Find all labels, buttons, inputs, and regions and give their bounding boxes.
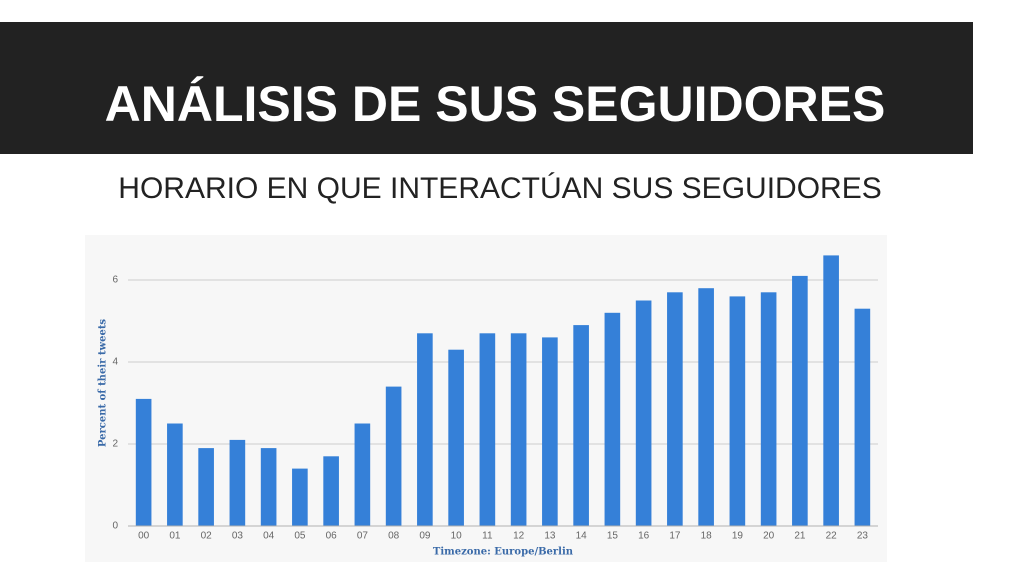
x-tick-label: 15	[607, 531, 619, 542]
y-tick-label: 4	[112, 357, 118, 368]
bar	[573, 325, 589, 526]
bar	[604, 312, 621, 526]
x-tick-label: 07	[357, 531, 369, 542]
bar	[760, 292, 777, 526]
x-tick-label: 18	[701, 531, 713, 542]
bar	[385, 386, 402, 526]
bar	[792, 275, 808, 526]
bar	[823, 255, 839, 526]
x-tick-label: 05	[294, 531, 306, 542]
bar	[510, 333, 527, 526]
y-tick-label: 0	[112, 521, 118, 532]
bar	[542, 337, 558, 526]
x-tick-label: 04	[263, 531, 275, 542]
x-tick-label: 10	[451, 531, 463, 542]
x-tick-label: 23	[857, 531, 869, 542]
y-tick-label: 6	[112, 275, 118, 286]
bar	[854, 308, 871, 526]
x-axis-label: Timezone: Europe/Berlin	[433, 547, 574, 558]
bar	[354, 423, 371, 526]
x-tick-label: 13	[544, 531, 556, 542]
x-tick-label: 16	[638, 531, 650, 542]
bar	[479, 333, 496, 526]
bar	[635, 300, 652, 526]
x-tick-label: 03	[232, 531, 244, 542]
bar	[229, 439, 246, 526]
x-tick-label: 11	[482, 531, 493, 542]
bar	[135, 398, 152, 526]
y-tick-label: 2	[112, 439, 118, 450]
bar	[167, 423, 183, 526]
x-tick-label: 21	[794, 531, 806, 542]
x-tick-label: 14	[576, 531, 588, 542]
x-tick-label: 02	[201, 531, 213, 542]
bar	[198, 448, 214, 526]
slide-subtitle: HORARIO EN QUE INTERACTÚAN SUS SEGUIDORE…	[118, 172, 881, 205]
slide-title: ANÁLISIS DE SUS SEGUIDORES	[105, 76, 886, 132]
x-tick-label: 08	[388, 531, 400, 542]
x-tick-label: 09	[419, 531, 431, 542]
x-tick-label: 22	[826, 531, 838, 542]
x-tick-label: 19	[732, 531, 744, 542]
bar	[323, 456, 339, 526]
bar	[698, 288, 714, 526]
x-tick-label: 01	[169, 531, 181, 542]
x-tick-label: 12	[513, 531, 525, 542]
bar	[292, 468, 308, 526]
x-tick-label: 17	[669, 531, 681, 542]
title-bar	[0, 22, 973, 154]
y-axis-label: Percent of their tweets	[98, 319, 109, 448]
bar	[417, 333, 433, 526]
x-tick-label: 20	[763, 531, 775, 542]
bar	[448, 349, 464, 526]
bar	[260, 448, 277, 526]
bar	[667, 292, 683, 526]
bar	[729, 296, 746, 526]
x-tick-label: 06	[326, 531, 338, 542]
x-tick-label: 00	[138, 531, 150, 542]
